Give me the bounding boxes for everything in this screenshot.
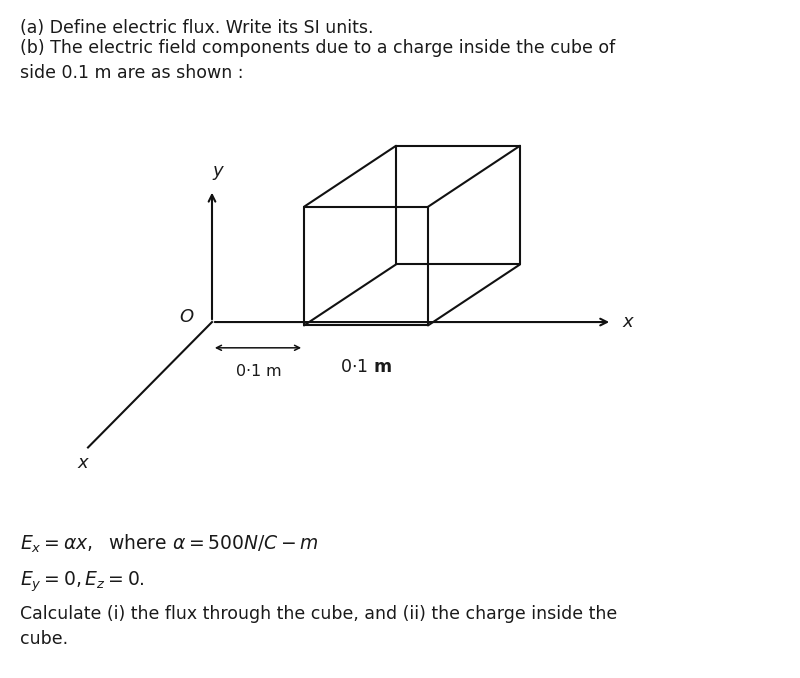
Text: $x$: $x$ [78, 454, 90, 473]
Text: (a) Define electric flux. Write its SI units.: (a) Define electric flux. Write its SI u… [20, 19, 374, 37]
Text: Calculate (i) the flux through the cube, and (ii) the charge inside the
cube.: Calculate (i) the flux through the cube,… [20, 605, 618, 647]
Text: $0{\cdot}1$ m: $0{\cdot}1$ m [340, 358, 392, 376]
Text: $x$: $x$ [622, 313, 635, 331]
Text: $0{\cdot}1$ m: $0{\cdot}1$ m [234, 363, 282, 379]
Text: $y$: $y$ [212, 163, 225, 182]
Text: $O$: $O$ [179, 308, 194, 325]
Text: (b) The electric field components due to a charge inside the cube of
side 0.1 m : (b) The electric field components due to… [20, 39, 615, 82]
Text: $E_y = 0, E_z = 0.$: $E_y = 0, E_z = 0.$ [20, 570, 145, 594]
Text: $E_x = \alpha x,$  where $\alpha = 500 N/C - m$: $E_x = \alpha x,$ where $\alpha = 500 N/… [20, 532, 318, 555]
